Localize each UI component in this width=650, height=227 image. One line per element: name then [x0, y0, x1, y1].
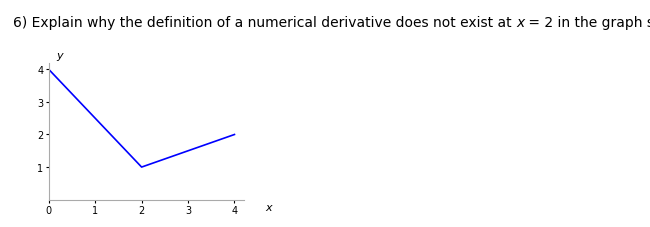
- Text: y: y: [57, 51, 63, 61]
- Text: x: x: [516, 16, 525, 30]
- Text: 6) Explain why the definition of a numerical derivative does not exist at: 6) Explain why the definition of a numer…: [13, 16, 516, 30]
- Text: x: x: [265, 202, 272, 212]
- Text: = 2 in the graph shown.: = 2 in the graph shown.: [525, 16, 650, 30]
